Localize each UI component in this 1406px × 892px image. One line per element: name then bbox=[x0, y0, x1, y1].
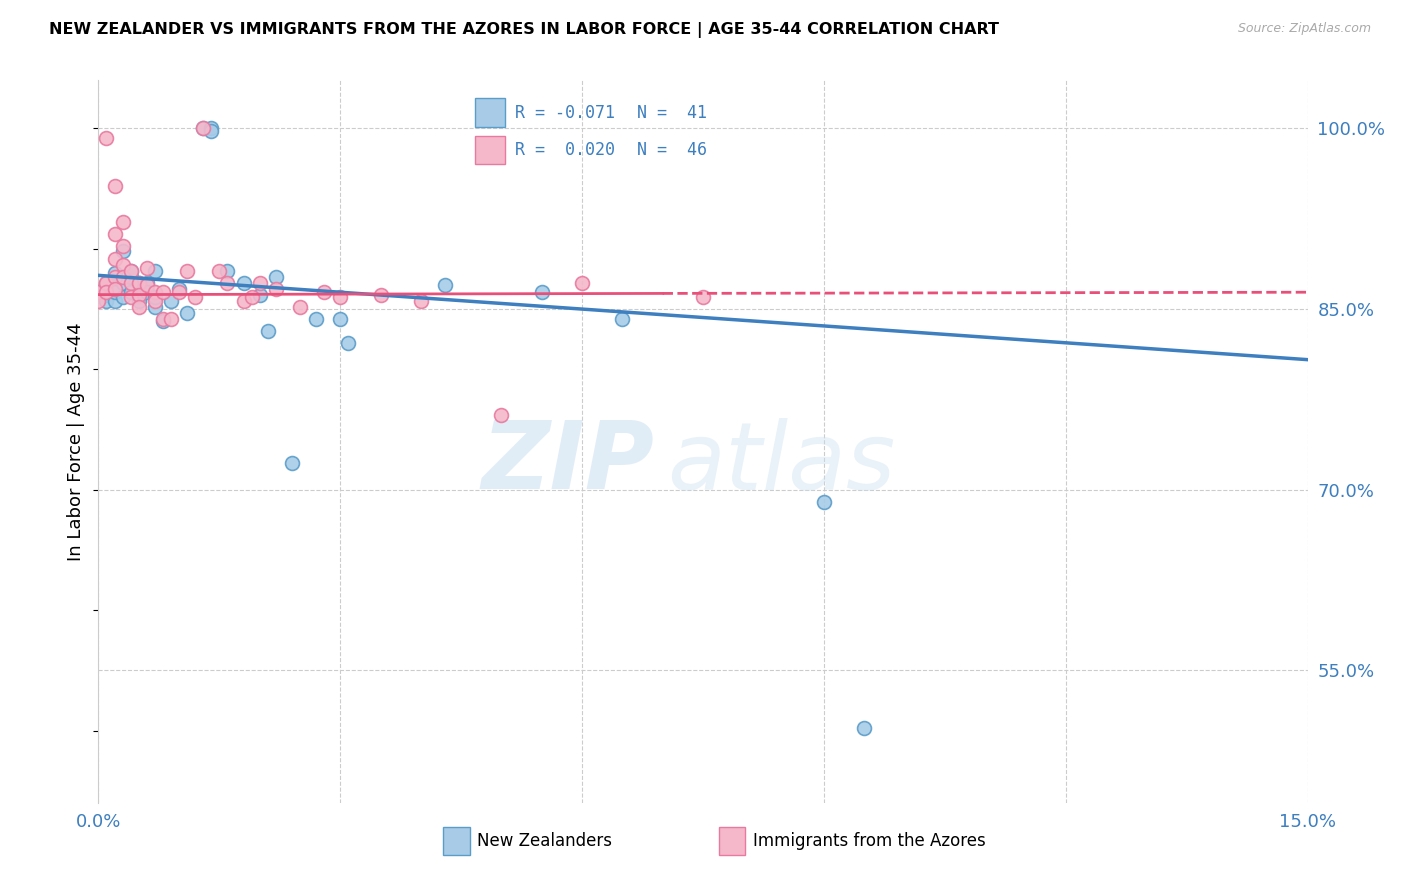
Point bbox=[530, 285, 553, 300]
Point bbox=[143, 293, 166, 308]
Point bbox=[135, 278, 157, 293]
Text: Immigrants from the Azores: Immigrants from the Azores bbox=[752, 832, 986, 850]
Point bbox=[240, 290, 263, 304]
Point bbox=[232, 293, 254, 308]
Point bbox=[612, 311, 634, 326]
Point bbox=[128, 276, 150, 290]
Point bbox=[120, 285, 142, 300]
Y-axis label: In Labor Force | Age 35-44: In Labor Force | Age 35-44 bbox=[67, 322, 86, 561]
Point bbox=[217, 263, 239, 277]
Point bbox=[176, 263, 198, 277]
Point bbox=[128, 290, 150, 304]
Point bbox=[853, 721, 876, 735]
Point bbox=[96, 276, 118, 290]
Point bbox=[434, 278, 457, 293]
Point bbox=[111, 239, 134, 253]
Point bbox=[813, 495, 835, 509]
Point bbox=[111, 290, 134, 304]
FancyBboxPatch shape bbox=[718, 828, 745, 855]
Point bbox=[111, 269, 134, 284]
Point bbox=[305, 311, 328, 326]
Point bbox=[152, 314, 174, 328]
Text: Source: ZipAtlas.com: Source: ZipAtlas.com bbox=[1237, 22, 1371, 36]
Point bbox=[96, 276, 118, 290]
Point bbox=[143, 263, 166, 277]
Point bbox=[143, 300, 166, 314]
Point bbox=[128, 276, 150, 290]
Point bbox=[103, 269, 125, 284]
Point bbox=[87, 285, 110, 300]
Point bbox=[128, 293, 150, 308]
Point bbox=[217, 276, 239, 290]
Point bbox=[200, 124, 222, 138]
Point bbox=[232, 276, 254, 290]
Point bbox=[167, 285, 190, 300]
Point bbox=[692, 290, 714, 304]
Point bbox=[281, 456, 304, 470]
Point bbox=[193, 121, 215, 136]
Point bbox=[103, 285, 125, 300]
Point bbox=[288, 300, 311, 314]
Point bbox=[143, 285, 166, 300]
Point bbox=[103, 227, 125, 242]
Point bbox=[120, 269, 142, 284]
Point bbox=[370, 287, 392, 301]
Point bbox=[111, 258, 134, 272]
Point bbox=[208, 263, 231, 277]
Point bbox=[120, 263, 142, 277]
FancyBboxPatch shape bbox=[443, 828, 470, 855]
Point bbox=[200, 121, 222, 136]
Point bbox=[152, 285, 174, 300]
Point bbox=[96, 287, 118, 301]
Point bbox=[103, 252, 125, 266]
Text: NEW ZEALANDER VS IMMIGRANTS FROM THE AZORES IN LABOR FORCE | AGE 35-44 CORRELATI: NEW ZEALANDER VS IMMIGRANTS FROM THE AZO… bbox=[49, 22, 1000, 38]
Point bbox=[87, 293, 110, 308]
Point bbox=[120, 290, 142, 304]
Point bbox=[264, 269, 287, 284]
Point bbox=[249, 276, 271, 290]
Point bbox=[329, 311, 352, 326]
Point bbox=[103, 282, 125, 296]
Point bbox=[337, 335, 360, 350]
Text: New Zealanders: New Zealanders bbox=[477, 832, 612, 850]
Point bbox=[176, 306, 198, 320]
Point bbox=[167, 282, 190, 296]
Point bbox=[111, 276, 134, 290]
Point bbox=[329, 290, 352, 304]
Point bbox=[120, 263, 142, 277]
Point bbox=[96, 293, 118, 308]
Point bbox=[135, 285, 157, 300]
Point bbox=[103, 179, 125, 194]
Point bbox=[491, 408, 513, 422]
Point bbox=[193, 121, 215, 136]
Text: ZIP: ZIP bbox=[482, 417, 655, 509]
Point bbox=[264, 282, 287, 296]
Point bbox=[111, 215, 134, 229]
Point bbox=[143, 290, 166, 304]
Point bbox=[135, 261, 157, 276]
Point bbox=[103, 266, 125, 280]
Point bbox=[96, 131, 118, 145]
Text: atlas: atlas bbox=[666, 417, 896, 508]
Point bbox=[96, 278, 118, 293]
Point bbox=[128, 287, 150, 301]
Point bbox=[120, 276, 142, 290]
Point bbox=[135, 276, 157, 290]
Point bbox=[571, 276, 593, 290]
Point bbox=[103, 293, 125, 308]
Point bbox=[249, 287, 271, 301]
Point bbox=[409, 293, 432, 308]
Point bbox=[152, 311, 174, 326]
Point bbox=[160, 311, 183, 326]
Point bbox=[96, 285, 118, 300]
Point bbox=[160, 293, 183, 308]
Point bbox=[314, 285, 336, 300]
Point bbox=[184, 290, 207, 304]
Point bbox=[128, 300, 150, 314]
Point bbox=[256, 324, 278, 338]
Point bbox=[111, 244, 134, 259]
